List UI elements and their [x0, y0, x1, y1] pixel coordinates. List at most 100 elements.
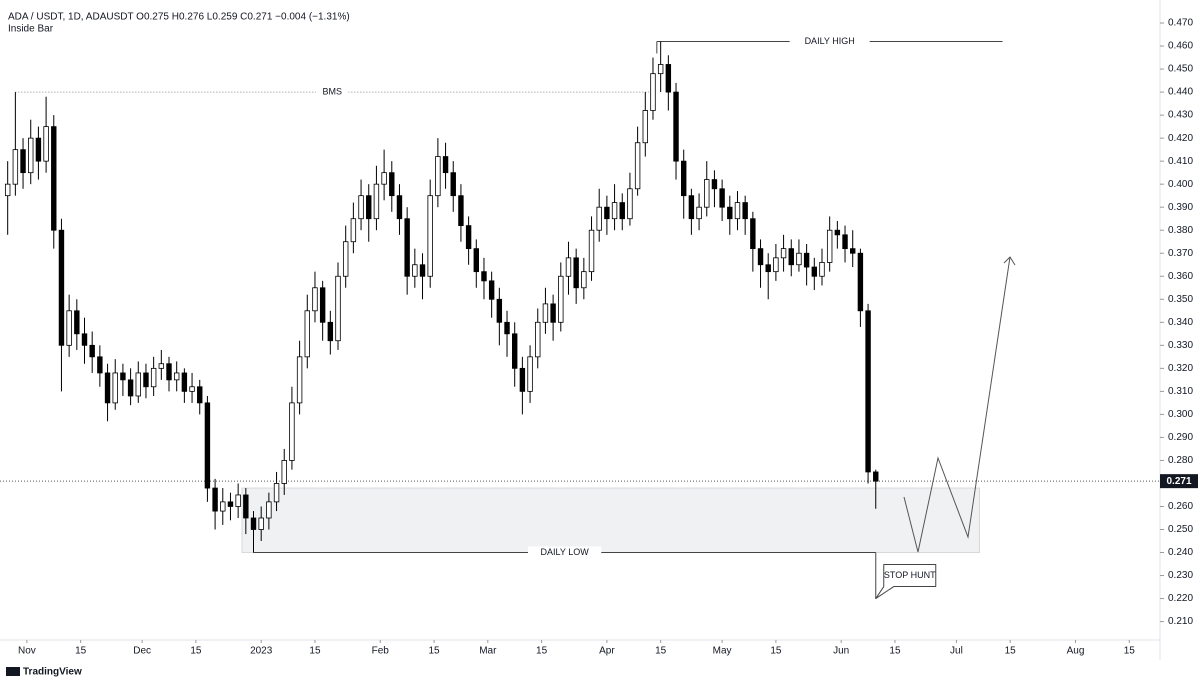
x-tick-label: Jul — [950, 646, 963, 657]
candle-body — [873, 471, 879, 482]
x-tick-label: Feb — [372, 646, 390, 657]
candle-body — [742, 202, 748, 220]
y-tick-label: 0.400 — [1168, 179, 1193, 190]
y-tick-label: 0.210 — [1168, 616, 1193, 627]
candle-body — [381, 172, 387, 185]
y-tick-label: 0.360 — [1168, 271, 1193, 282]
candle-body — [573, 257, 579, 289]
candle-body — [650, 73, 656, 111]
candle-body — [373, 183, 380, 220]
y-tick-label: 0.420 — [1168, 133, 1193, 144]
stop-hunt-label: STOP HUNT — [884, 570, 936, 580]
candle-body — [665, 64, 672, 93]
y-tick-label: 0.290 — [1168, 432, 1193, 443]
candle-body — [412, 264, 418, 277]
candle-body — [419, 264, 426, 277]
projection-path — [903, 256, 1011, 553]
y-tick-label: 0.440 — [1168, 87, 1193, 98]
background-layer — [0, 480, 1160, 554]
candle-body — [181, 372, 188, 392]
y-tick-label: 0.460 — [1168, 41, 1193, 52]
candle-body — [511, 333, 518, 369]
candle-body — [350, 218, 357, 243]
last-price-tag — [1160, 474, 1198, 489]
candle-body — [842, 234, 848, 250]
brand: TradingView — [6, 667, 82, 678]
candle-body — [89, 344, 95, 358]
x-tick-label: Mar — [479, 646, 497, 657]
candle-body — [819, 262, 825, 277]
candle-body — [803, 252, 810, 268]
candle-body — [389, 172, 395, 197]
candle-body — [850, 248, 856, 254]
candle-body — [550, 303, 556, 323]
candle-body — [20, 149, 26, 174]
y-tick-label: 0.450 — [1168, 64, 1193, 75]
candle-body — [74, 310, 80, 335]
candles — [4, 41, 879, 553]
y-tick-label: 0.470 — [1168, 18, 1193, 29]
candle-body — [750, 218, 756, 250]
candle-body — [581, 271, 587, 289]
candle-body — [81, 333, 88, 346]
zone — [241, 487, 980, 554]
brand-logo — [6, 667, 20, 676]
candle-body — [404, 218, 410, 277]
y-tick-label: 0.430 — [1168, 110, 1193, 121]
candle-body — [488, 280, 495, 300]
y-tick-label: 0.380 — [1168, 225, 1193, 236]
candle-body — [465, 225, 472, 250]
y-tick-label: 0.310 — [1168, 386, 1193, 397]
candle-body — [173, 372, 180, 381]
candle-body — [611, 202, 618, 220]
y-tick-label: 0.350 — [1168, 294, 1193, 305]
candle-body — [734, 202, 741, 220]
candle-body — [681, 160, 687, 197]
candle-body — [197, 386, 203, 404]
candle-body — [97, 356, 103, 374]
candle-body — [796, 252, 802, 266]
candle-body — [127, 379, 134, 397]
candle-body — [335, 275, 341, 342]
y-tick-label: 0.300 — [1168, 409, 1193, 420]
candle-body — [312, 287, 318, 312]
y-tick-label: 0.230 — [1168, 570, 1193, 581]
candle-body — [642, 110, 649, 144]
level-label-bg — [789, 35, 870, 48]
candle-body — [634, 142, 641, 190]
candle-body — [673, 91, 679, 162]
projection-arrowhead — [1003, 256, 1016, 266]
candle-body — [304, 310, 310, 358]
x-tick-label: 15 — [655, 646, 667, 657]
y-tick-label: 0.330 — [1168, 340, 1193, 351]
brand-name: TradingView — [23, 667, 82, 678]
x-tick-label: May — [713, 646, 732, 657]
y-tick-label: 0.220 — [1168, 593, 1193, 604]
x-tick-label: 15 — [1005, 646, 1017, 657]
candle-body — [273, 483, 280, 503]
x-tick-label: 15 — [428, 646, 440, 657]
x-tick-label: Apr — [599, 646, 615, 657]
candle-body — [442, 156, 449, 174]
candle-body — [588, 229, 595, 273]
candle-body — [51, 126, 57, 231]
candle-body — [35, 137, 42, 162]
candle-body — [458, 195, 464, 227]
candle-body — [212, 487, 218, 512]
candle-body — [757, 248, 764, 266]
chart-subtitle: Inside Bar — [8, 24, 54, 35]
y-tick-label: 0.250 — [1168, 524, 1193, 535]
candle-body — [204, 402, 211, 489]
candle-body — [366, 195, 372, 220]
candle-body — [289, 402, 295, 461]
x-tick-label: 15 — [309, 646, 321, 657]
candle-body — [266, 501, 272, 519]
candle-body — [696, 206, 702, 220]
candle-body — [865, 310, 871, 473]
candle-body — [342, 241, 349, 277]
x-tick-label: 15 — [1124, 646, 1136, 657]
candle-body — [657, 64, 664, 75]
candle-body — [826, 229, 833, 263]
candle-body — [811, 266, 818, 277]
